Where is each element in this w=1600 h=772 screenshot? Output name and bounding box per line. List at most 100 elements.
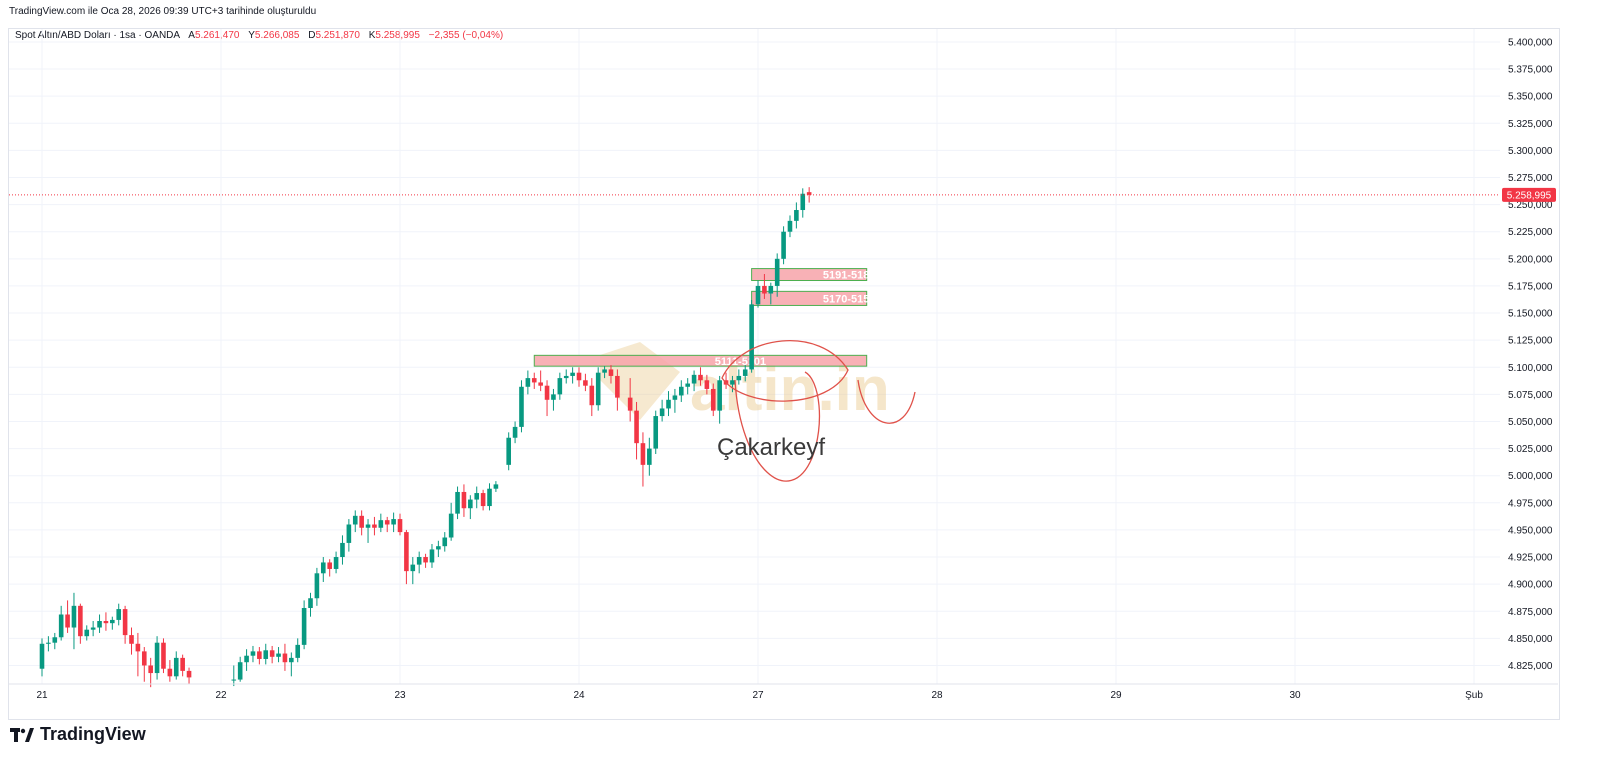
candle-body[interactable] [135,643,141,652]
candle-body[interactable] [250,651,256,656]
candle-body[interactable] [781,231,786,259]
candle-body[interactable] [442,537,448,547]
candle-body[interactable] [103,621,109,624]
candle-body[interactable] [717,380,722,411]
candle-body[interactable] [263,650,269,659]
candle-body[interactable] [787,220,793,232]
candle-body[interactable] [122,609,128,636]
candle-body[interactable] [634,410,639,444]
candle-body[interactable] [685,383,690,387]
candle-body[interactable] [71,605,77,628]
candle-body[interactable] [710,388,716,411]
candle-body[interactable] [308,598,313,608]
candle-body[interactable] [276,653,281,657]
tradingview-brand[interactable]: TradingView [10,724,146,745]
candle-body[interactable] [391,519,396,525]
candle-body[interactable] [461,491,467,509]
candle-body[interactable] [269,650,275,657]
candle-body[interactable] [666,399,671,409]
candle-body[interactable] [640,443,646,465]
candle-body[interactable] [608,369,614,376]
candle-body[interactable] [506,437,511,465]
candle-body[interactable] [97,621,102,628]
candle-body[interactable] [755,285,761,305]
zone-box[interactable] [751,290,868,306]
candle-body[interactable] [154,642,160,674]
candle-body[interactable] [672,395,678,400]
candle-body[interactable] [173,657,179,677]
candle-body[interactable] [244,655,249,663]
candle-body[interactable] [544,385,550,400]
candle-body[interactable] [141,651,147,666]
pattern-handle-curve[interactable] [857,379,916,424]
candle-body[interactable] [730,380,735,385]
candle-body[interactable] [314,573,320,599]
candle-body[interactable] [794,210,799,221]
pattern-cup-curve[interactable] [734,371,821,482]
candle-body[interactable] [340,542,345,558]
candle-body[interactable] [659,408,665,417]
candle-body[interactable] [129,635,134,644]
candle-body[interactable] [691,374,697,384]
candle-body[interactable] [455,491,460,514]
candle-body[interactable] [589,385,595,406]
candle-body[interactable] [161,642,166,669]
candle-body[interactable] [762,285,767,294]
candle-body[interactable] [474,493,480,500]
legend-symbol[interactable]: Spot Altın/ABD Doları · 1sa · OANDA [15,30,180,41]
candle-body[interactable] [410,564,416,572]
candle-body[interactable] [148,665,153,674]
candle-body[interactable] [768,285,774,294]
candle-body[interactable] [320,562,326,574]
candle-body[interactable] [557,378,563,395]
candle-body[interactable] [333,557,339,569]
candle-body[interactable] [563,375,569,379]
candle-body[interactable] [480,493,486,507]
candle-body[interactable] [378,520,384,528]
candle-body[interactable] [65,614,70,628]
candle-body[interactable] [110,619,115,624]
zone-box[interactable] [533,354,868,367]
candle-body[interactable] [257,651,262,659]
candle-body[interactable] [653,416,659,449]
candle-body[interactable] [404,532,409,572]
candle-body[interactable] [468,499,473,509]
candle-body[interactable] [531,378,537,383]
candle-body[interactable] [512,426,518,438]
candle-body[interactable] [736,375,742,381]
candle-body[interactable] [46,642,51,644]
candle-body[interactable] [429,549,435,563]
chart-pane[interactable] [8,28,1560,720]
candle-body[interactable] [327,562,332,569]
candle-body[interactable] [538,382,543,386]
candle-body[interactable] [289,657,294,663]
pattern-head-curve[interactable] [721,340,849,402]
candle-body[interactable] [384,520,390,525]
candle-body[interactable] [576,372,582,381]
candle-body[interactable] [90,627,96,630]
candle-body[interactable] [346,524,352,543]
candle-body[interactable] [551,394,556,400]
candle-body[interactable] [397,519,403,533]
candle-body[interactable] [78,605,83,637]
candle-body[interactable] [704,380,710,389]
candle-body[interactable] [365,524,371,528]
candle-body[interactable] [774,258,780,286]
candle-body[interactable] [583,380,588,386]
candle-body[interactable] [595,372,601,406]
candle-body[interactable] [52,637,58,643]
candle-body[interactable] [180,657,185,671]
candle-body[interactable] [231,679,237,681]
candle-body[interactable] [493,484,499,489]
candle-body[interactable] [84,629,90,637]
candle-body[interactable] [416,557,422,565]
candle-body[interactable] [352,515,358,525]
candle-body[interactable] [800,193,806,211]
candle-body[interactable] [806,192,812,195]
candle-body[interactable] [519,386,524,427]
candle-body[interactable] [186,670,192,678]
candle-body[interactable] [570,372,575,376]
candle-body[interactable] [698,374,703,381]
candle-body[interactable] [282,653,288,663]
